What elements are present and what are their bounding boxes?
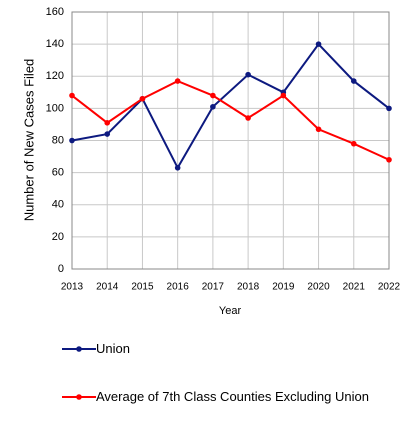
x-tick-label: 2020	[307, 282, 330, 293]
legend-label: Average of 7th Class Counties Excluding …	[96, 389, 369, 404]
legend-entry: Union	[62, 340, 396, 357]
data-point	[69, 137, 75, 144]
series-line	[71, 42, 390, 170]
x-tick-label: 2013	[61, 282, 84, 293]
chart: Number of New Cases Filed Year 0 20 40 60 80…	[21, 6, 401, 317]
legend-label: Union	[96, 341, 130, 356]
data-point	[315, 41, 322, 47]
x-tick-label: 2022	[378, 282, 401, 293]
legend-swatch	[62, 346, 96, 352]
x-tick-label: 2015	[131, 282, 154, 293]
data-point	[174, 78, 181, 84]
y-tick-label: 40	[52, 199, 64, 211]
y-tick-label: 100	[46, 102, 64, 114]
data-point	[174, 165, 181, 171]
data-point	[104, 120, 111, 126]
x-axis-label: Year	[219, 305, 242, 317]
data-point	[69, 92, 75, 99]
x-tick-label: 2017	[202, 282, 225, 293]
series-line	[71, 79, 390, 161]
y-tick-label: 160	[46, 6, 64, 18]
x-tick-label: 2016	[167, 282, 190, 293]
y-tick-label: 20	[52, 231, 64, 243]
data-point	[245, 71, 251, 78]
y-tick-label: 0	[58, 263, 64, 275]
data-point	[210, 103, 216, 110]
data-point	[280, 92, 287, 99]
x-tick-label: 2019	[272, 282, 295, 293]
data-point	[350, 140, 357, 147]
y-tick-label: 120	[46, 70, 64, 82]
data-point	[315, 126, 322, 133]
legend-marker	[76, 346, 82, 352]
y-tick-label: 140	[46, 38, 64, 50]
data-point	[210, 92, 216, 99]
y-tick-label: 80	[52, 134, 64, 146]
legend-swatch	[62, 394, 96, 400]
data-point	[104, 131, 111, 137]
x-tick-label: 2014	[96, 282, 119, 293]
data-point	[386, 156, 392, 163]
legend-marker	[76, 394, 82, 400]
data-point	[386, 105, 392, 112]
y-tick-label: 60	[52, 167, 64, 179]
y-axis-label: Number of New Cases Filed	[21, 59, 36, 222]
legend-entry: Average of 7th Class Counties Excluding …	[62, 388, 396, 405]
x-tick-label: 2021	[343, 282, 366, 293]
x-tick-label: 2018	[237, 282, 260, 293]
data-point	[350, 78, 357, 84]
data-point	[139, 95, 146, 102]
data-point	[245, 115, 251, 121]
